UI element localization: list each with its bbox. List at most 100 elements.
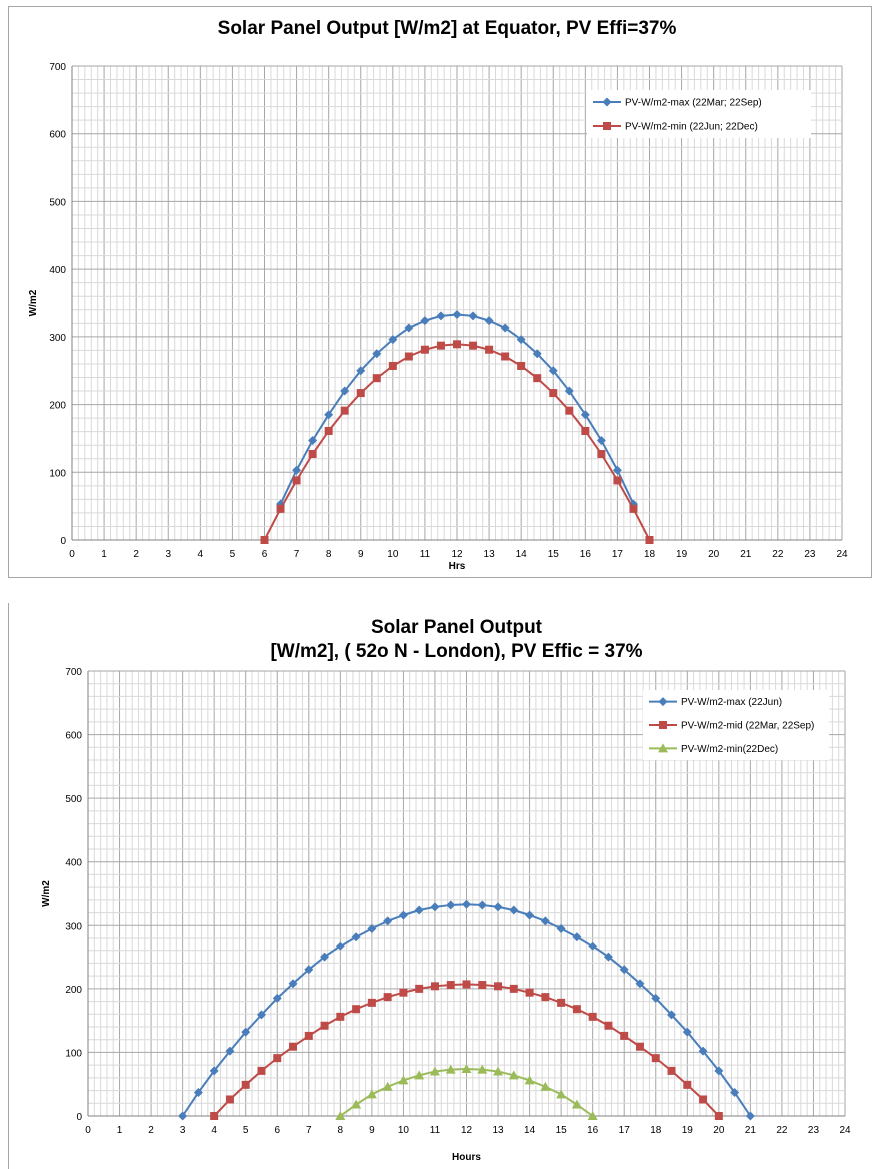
x-tick-label: 8 bbox=[326, 549, 332, 560]
x-tick-label: 14 bbox=[516, 549, 528, 560]
data-point bbox=[446, 900, 456, 910]
legend: PV-W/m2-max (22Mar; 22Sep) PV-W/m2-min (2… bbox=[587, 90, 811, 138]
chart-title: Solar Panel Output [W/m2] at Equator, PV… bbox=[218, 18, 677, 39]
data-point bbox=[210, 1112, 219, 1120]
data-point bbox=[516, 335, 526, 345]
data-point bbox=[352, 1005, 361, 1014]
data-point bbox=[517, 361, 526, 370]
x-tick-label: 0 bbox=[85, 1125, 91, 1136]
x-tick-label: 23 bbox=[804, 549, 816, 560]
x-tick-label: 19 bbox=[676, 549, 688, 560]
legend-marker bbox=[658, 697, 668, 707]
y-tick-label: 500 bbox=[65, 794, 82, 805]
data-point bbox=[241, 1027, 251, 1037]
y-tick-label: 400 bbox=[49, 265, 66, 276]
data-point bbox=[698, 1046, 708, 1056]
data-point bbox=[501, 352, 510, 361]
y-tick-label: 400 bbox=[65, 858, 82, 869]
legend-marker bbox=[603, 122, 611, 130]
data-point bbox=[557, 998, 566, 1007]
data-point bbox=[549, 389, 558, 398]
data-point bbox=[469, 341, 478, 350]
legend-label: PV-W/m2-max (22Mar; 22Sep) bbox=[625, 98, 762, 109]
data-point bbox=[335, 1111, 346, 1120]
data-point bbox=[415, 984, 424, 993]
legend-label: PV-W/m2-min(22Dec) bbox=[681, 744, 778, 755]
y-tick-label: 100 bbox=[65, 1048, 82, 1059]
x-tick-label: 10 bbox=[398, 1125, 410, 1136]
data-point bbox=[351, 932, 361, 942]
data-point bbox=[612, 465, 622, 475]
y-axis-label: W/m2 bbox=[41, 880, 52, 907]
london-chart-panel: Solar Panel Output [W/m2], ( 52o N - Lond… bbox=[8, 603, 872, 1169]
data-point bbox=[335, 941, 345, 951]
y-tick-label: 700 bbox=[49, 62, 66, 73]
x-tick-label: 19 bbox=[682, 1125, 694, 1136]
data-point bbox=[304, 965, 314, 975]
y-tick-label: 0 bbox=[60, 536, 66, 547]
data-point bbox=[714, 1112, 723, 1120]
series-3 bbox=[335, 1063, 598, 1120]
data-point bbox=[351, 1099, 362, 1109]
data-point bbox=[445, 1064, 456, 1074]
data-point bbox=[571, 1099, 582, 1109]
legend-marker bbox=[602, 97, 612, 107]
data-point bbox=[500, 323, 510, 333]
data-point bbox=[540, 916, 550, 926]
y-tick-label: 600 bbox=[49, 130, 66, 141]
data-point bbox=[356, 366, 366, 376]
equator-chart-panel: Solar Panel Output [W/m2] at Equator, PV… bbox=[8, 6, 872, 578]
data-point bbox=[324, 410, 334, 420]
data-point bbox=[629, 504, 638, 513]
data-point bbox=[603, 952, 613, 962]
x-tick-label: 4 bbox=[198, 549, 204, 560]
data-point bbox=[367, 923, 377, 933]
x-tick-label: 5 bbox=[243, 1125, 249, 1136]
x-tick-label: 24 bbox=[836, 549, 848, 560]
data-point bbox=[556, 923, 566, 933]
x-tick-label: 15 bbox=[556, 1125, 568, 1136]
data-point bbox=[308, 435, 318, 445]
data-point bbox=[273, 1054, 282, 1063]
legend-marker bbox=[658, 743, 668, 753]
data-point bbox=[404, 323, 414, 333]
chart-title: Solar Panel Output bbox=[371, 617, 543, 638]
data-point bbox=[436, 341, 445, 350]
data-point bbox=[367, 998, 376, 1007]
y-tick-label: 0 bbox=[76, 1112, 82, 1123]
y-tick-label: 200 bbox=[65, 985, 82, 996]
data-point bbox=[372, 374, 381, 383]
x-tick-label: 13 bbox=[484, 549, 496, 560]
data-point bbox=[382, 1081, 393, 1091]
x-tick-label: 14 bbox=[524, 1125, 536, 1136]
data-point bbox=[596, 435, 606, 445]
x-tick-label: 16 bbox=[587, 1125, 599, 1136]
x-tick-label: 12 bbox=[451, 549, 463, 560]
x-tick-label: 20 bbox=[713, 1125, 725, 1136]
data-point bbox=[356, 389, 365, 398]
data-point bbox=[572, 932, 582, 942]
x-tick-label: 21 bbox=[740, 549, 752, 560]
x-tick-label: 18 bbox=[644, 549, 656, 560]
y-tick-label: 500 bbox=[49, 197, 66, 208]
data-point bbox=[509, 905, 519, 915]
x-tick-label: 2 bbox=[148, 1125, 154, 1136]
legend: PV-W/m2-max (22Jun) PV-W/m2-mid (22Mar, 2… bbox=[643, 690, 829, 760]
data-point bbox=[565, 406, 574, 415]
data-point bbox=[292, 465, 302, 475]
data-point bbox=[372, 349, 382, 359]
y-tick-label: 300 bbox=[49, 333, 66, 344]
data-point bbox=[225, 1046, 235, 1056]
x-tick-label: 6 bbox=[274, 1125, 280, 1136]
data-point bbox=[581, 426, 590, 435]
data-point bbox=[453, 340, 461, 349]
data-point bbox=[272, 993, 282, 1003]
data-point bbox=[667, 1066, 676, 1075]
x-tick-label: 3 bbox=[180, 1125, 186, 1136]
x-tick-label: 11 bbox=[420, 549, 431, 560]
data-point bbox=[580, 410, 590, 420]
data-point bbox=[699, 1095, 708, 1104]
data-point bbox=[289, 1042, 298, 1051]
y-tick-label: 700 bbox=[65, 667, 82, 678]
x-tick-label: 1 bbox=[117, 1125, 123, 1136]
